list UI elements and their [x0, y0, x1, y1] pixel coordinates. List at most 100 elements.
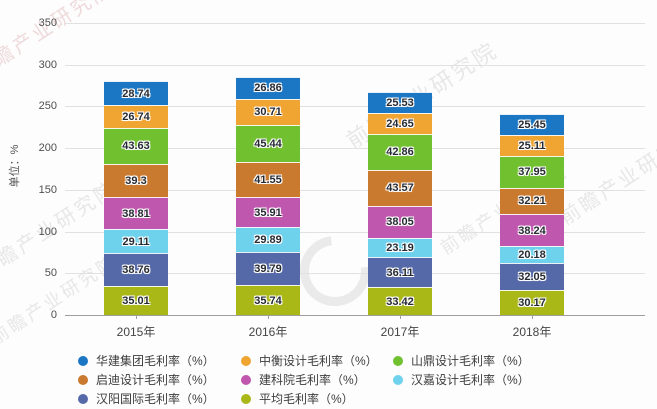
legend-label: 中衡设计毛利率（%） [259, 354, 378, 368]
gridline [65, 106, 645, 108]
bar-value-label: 25.45 [518, 118, 546, 131]
bar-segment: 39.3 [104, 164, 168, 197]
legend-label: 汉阳国际毛利率（%） [96, 392, 215, 406]
gridline [65, 189, 645, 191]
bar-segment: 30.17 [500, 289, 564, 315]
legend-item: 平均毛利率（%） [241, 389, 393, 408]
bar-value-label: 20.18 [518, 249, 546, 262]
y-tick-label: 200 [38, 142, 57, 155]
legend-item: 建科院毛利率（%） [241, 370, 393, 389]
stacked-bar-2016年: 26.86 30.71 45.44 41.55 35.91 29.89 39.79 35.74 [236, 76, 300, 315]
x-category-label: 2017年 [380, 325, 420, 339]
legend-dot-icon [393, 374, 403, 385]
y-tick-label: 50 [44, 267, 57, 280]
bar-segment: 26.74 [104, 105, 168, 128]
y-tick-label: 100 [38, 225, 57, 238]
bar-segment: 35.01 [104, 285, 168, 315]
bar-value-label: 24.65 [386, 118, 414, 131]
legend-dot-icon [241, 355, 251, 366]
bar-value-label: 26.74 [122, 110, 150, 123]
bar-value-label: 33.42 [386, 295, 414, 308]
stacked-bar-2018年: 25.45 25.11 37.95 32.21 38.24 20.18 32.05 30.17 [500, 113, 564, 315]
bar-value-label: 35.91 [254, 206, 282, 219]
legend-label: 建科院毛利率（%） [259, 373, 366, 387]
y-tick-label: 250 [38, 100, 57, 113]
gridline [65, 64, 645, 66]
gridline [65, 231, 645, 233]
bar-segment: 43.57 [368, 169, 432, 206]
bar-value-label: 29.89 [254, 234, 282, 247]
y-tick-label: 300 [38, 58, 57, 71]
x-tick [532, 315, 533, 319]
bar-value-label: 29.11 [122, 235, 150, 248]
bar-segment: 29.89 [236, 227, 300, 252]
bar-segment: 33.42 [368, 287, 432, 315]
bar-value-label: 43.57 [386, 182, 414, 195]
bar-segment: 41.55 [236, 162, 300, 198]
bar-segment: 35.91 [236, 197, 300, 228]
bar-segment: 23.19 [368, 237, 432, 257]
bar-segment: 38.24 [500, 214, 564, 247]
x-axis-line [65, 315, 645, 316]
y-tick-label: 350 [38, 17, 57, 29]
legend-item: 汉嘉设计毛利率（%） [393, 370, 593, 389]
legend-label: 汉嘉设计毛利率（%） [411, 373, 530, 387]
bar-segment: 38.81 [104, 196, 168, 230]
bar-segment: 25.11 [500, 134, 564, 156]
bar-segment: 38.05 [368, 205, 432, 238]
bar-value-label: 30.17 [518, 296, 546, 309]
bar-segment: 32.05 [500, 263, 564, 290]
bar-value-label: 45.44 [254, 138, 282, 151]
bar-value-label: 25.11 [518, 139, 546, 152]
legend-label: 山鼎设计毛利率（%） [411, 354, 530, 368]
y-tick-label: 150 [38, 183, 57, 196]
gridline [65, 273, 645, 275]
bar-segment: 25.45 [500, 113, 564, 135]
bar-value-label: 30.71 [254, 106, 282, 119]
bar-value-label: 42.86 [386, 146, 414, 159]
bar-value-label: 23.19 [386, 241, 414, 254]
legend-dot-icon [241, 374, 251, 385]
legend-item: 华建集团毛利率（%） [78, 351, 241, 370]
bar-segment: 36.11 [368, 257, 432, 288]
legend-dot-icon [78, 374, 88, 385]
bar-segment: 29.11 [104, 229, 168, 254]
y-tick-label: 0 [50, 309, 57, 321]
bar-segment: 37.95 [500, 155, 564, 188]
bar-segment: 35.74 [236, 285, 300, 315]
bar-value-label: 39.3 [125, 174, 147, 187]
legend-dot-icon [78, 393, 88, 404]
x-tick [268, 315, 269, 319]
bar-value-label: 36.11 [386, 266, 414, 279]
legend-label: 华建集团毛利率（%） [96, 354, 215, 368]
legend-dot-icon [241, 393, 251, 404]
bar-segment: 26.86 [236, 76, 300, 99]
legend-item: 山鼎设计毛利率（%） [393, 351, 593, 370]
legend-label: 平均毛利率（%） [259, 392, 354, 406]
stacked-bar-2015年: 28.74 26.74 43.63 39.3 38.81 29.11 38.76 35.01 [104, 81, 168, 315]
bar-value-label: 39.79 [254, 263, 282, 276]
bar-value-label: 43.63 [122, 140, 150, 153]
bar-value-label: 38.76 [122, 264, 150, 277]
x-category-label: 2018年 [512, 325, 552, 339]
x-tick [136, 315, 137, 319]
bar-value-label: 37.95 [518, 166, 546, 179]
legend: 华建集团毛利率（%） 中衡设计毛利率（%） 山鼎设计毛利率（%） 启迪设计毛利率（%）… [78, 351, 593, 408]
gridline [65, 148, 645, 150]
bar-value-label: 35.74 [254, 294, 282, 307]
bar-value-label: 41.55 [254, 174, 282, 187]
bar-value-label: 38.05 [386, 216, 414, 229]
bar-value-label: 38.81 [122, 207, 150, 220]
stacked-bar-2017年: 25.53 24.65 42.86 43.57 38.05 23.19 36.11 33.42 [368, 91, 432, 315]
bar-value-label: 32.05 [518, 270, 546, 283]
bar-segment: 45.44 [236, 124, 300, 163]
plot-area: 0 50 100 150 200 250 300 350 28.74 26.74 43.63 39.3… [39, 17, 645, 339]
bar-value-label: 35.01 [122, 294, 150, 307]
legend-dot-icon [78, 355, 88, 366]
gridline [65, 23, 645, 24]
bar-segment: 32.21 [500, 187, 564, 215]
legend-item: 启迪设计毛利率（%） [78, 370, 241, 389]
bar-value-label: 38.24 [518, 224, 546, 237]
legend-dot-icon [393, 355, 403, 366]
